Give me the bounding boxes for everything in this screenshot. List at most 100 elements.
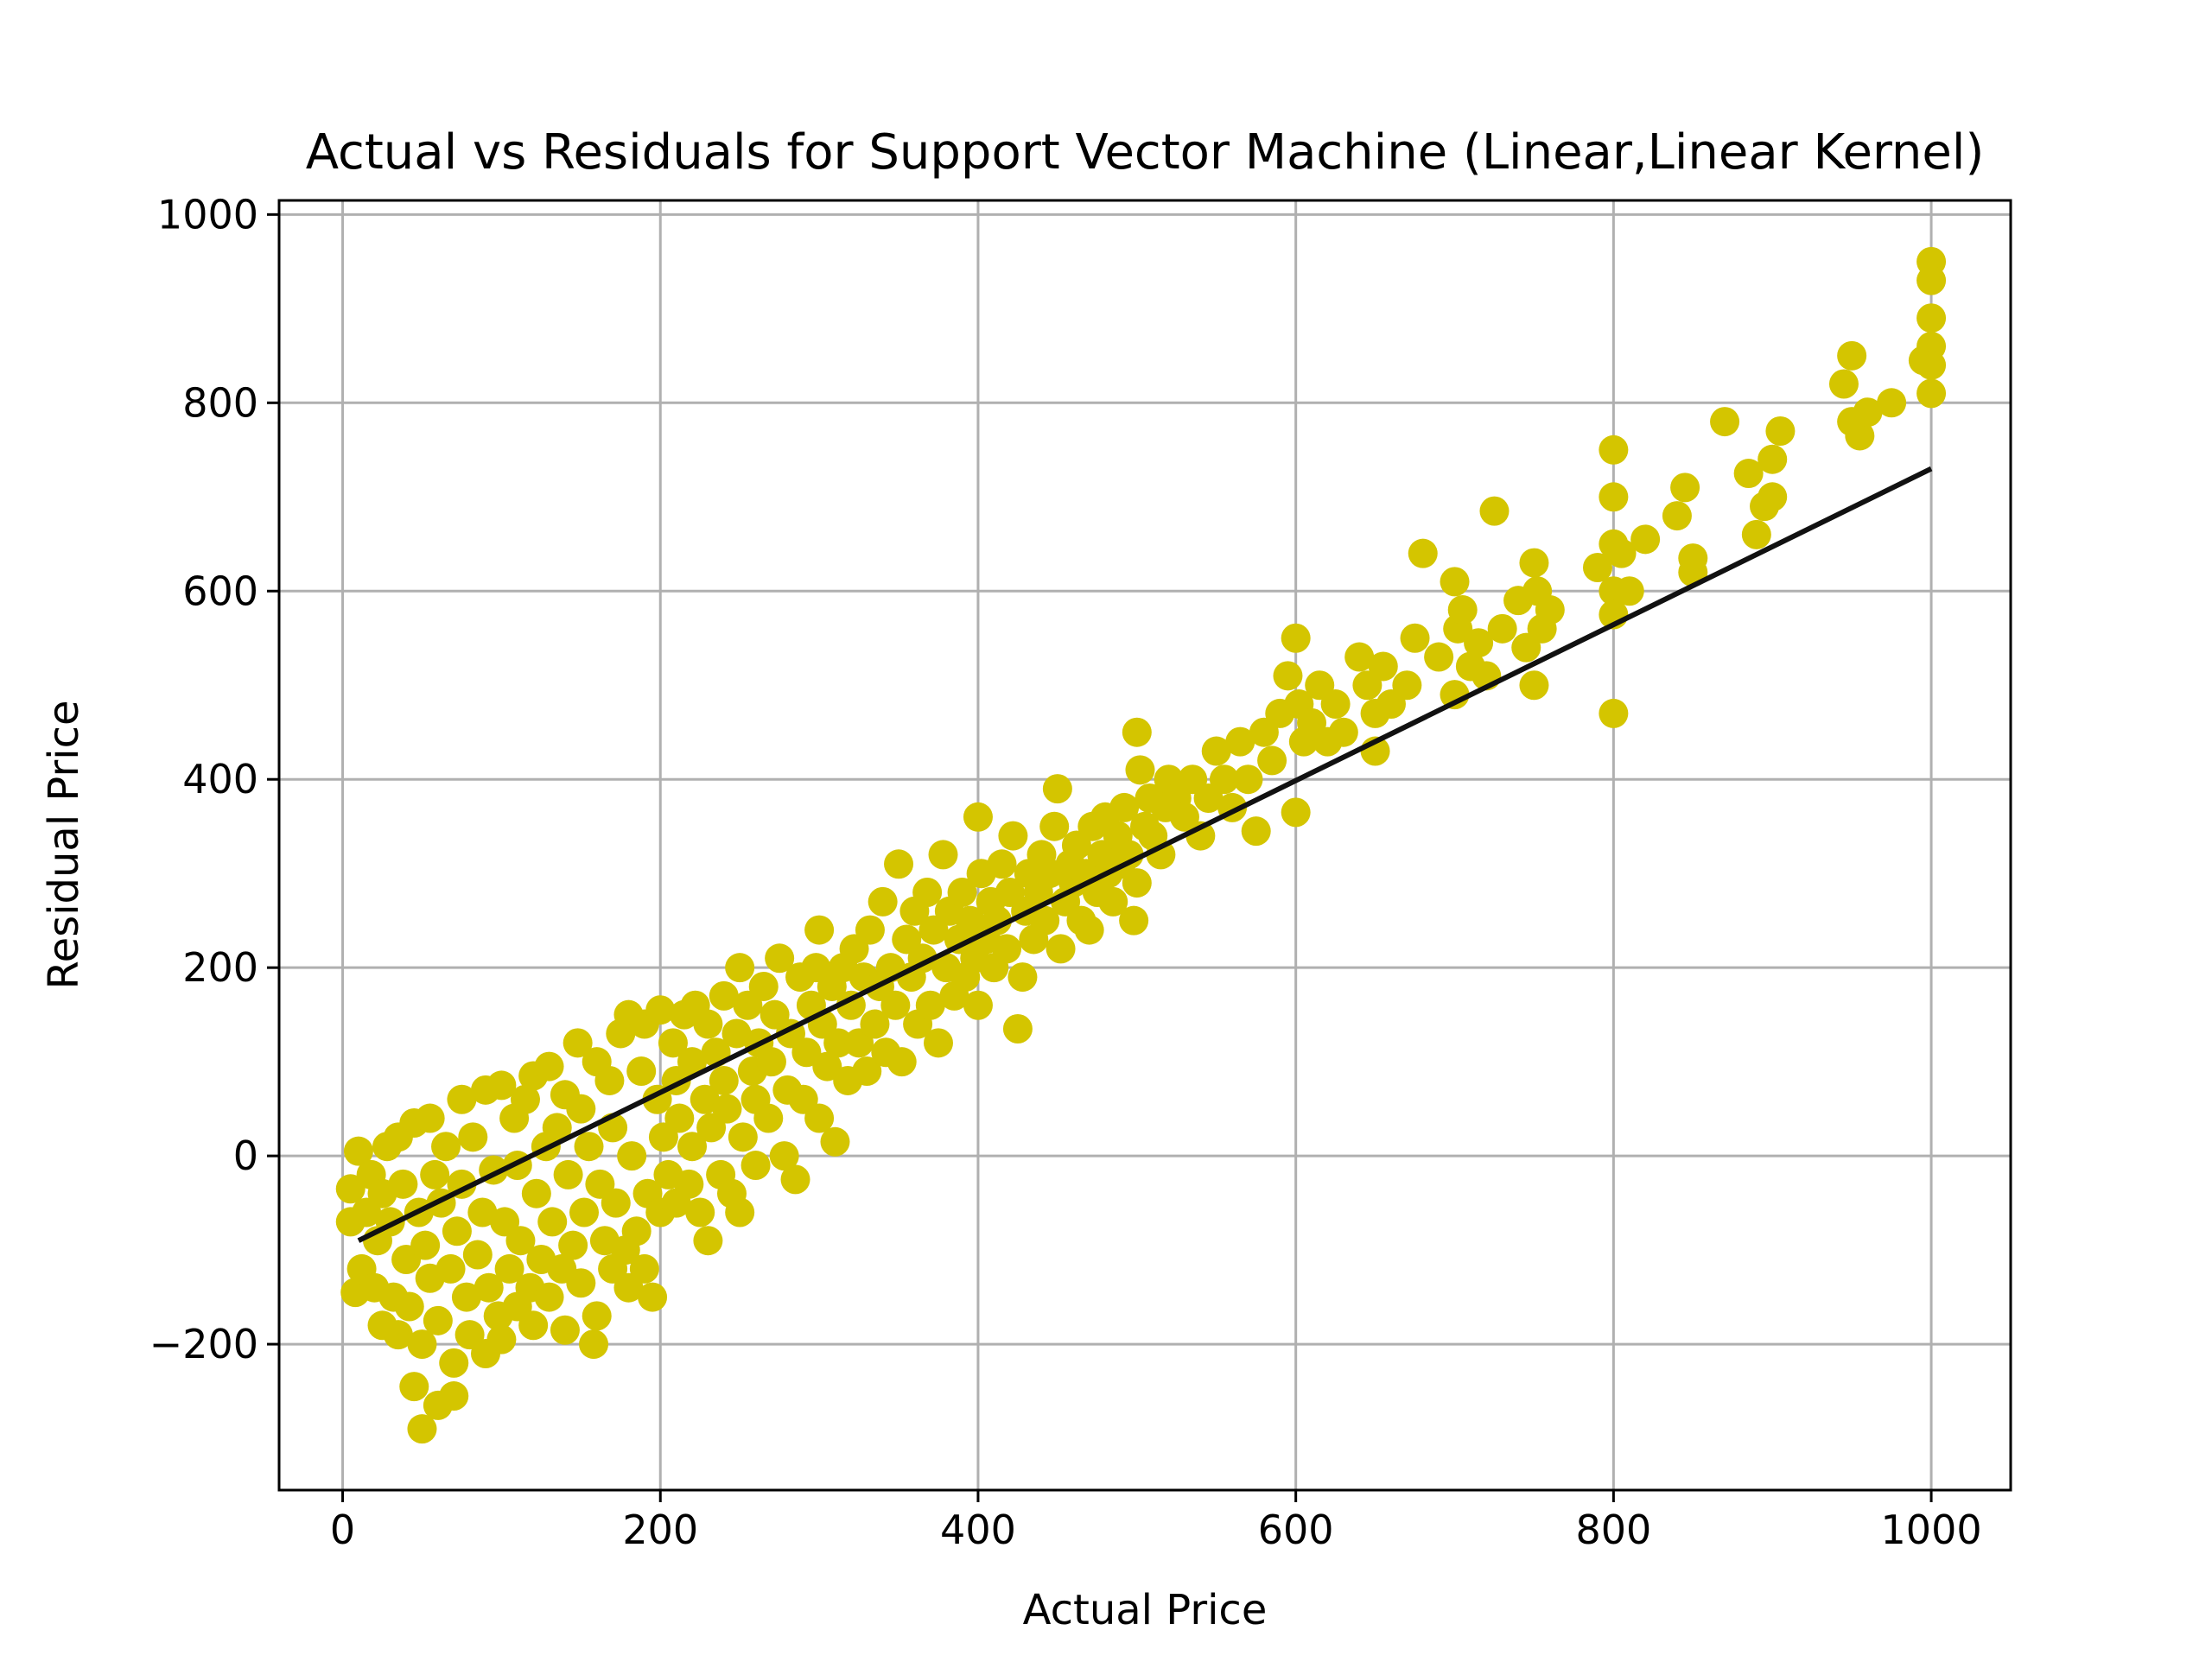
data-point (765, 943, 795, 974)
data-point (912, 877, 943, 907)
x-tick-label: 1000 (1881, 1507, 1982, 1553)
data-point (1114, 840, 1144, 870)
data-point (756, 1047, 786, 1077)
data-point (1030, 905, 1060, 936)
data-point (677, 1132, 708, 1162)
data-point (709, 980, 739, 1011)
data-points (335, 246, 1947, 1444)
data-point (1710, 407, 1740, 437)
data-point (1837, 340, 1867, 371)
data-point (868, 886, 898, 917)
data-point (458, 1122, 488, 1152)
grid-lines (279, 200, 2011, 1490)
data-point (1599, 435, 1629, 465)
fit-line (357, 466, 1933, 1243)
y-axis-label: Residual Price (40, 700, 88, 989)
data-point (1125, 755, 1155, 785)
y-tick-label: 0 (233, 1132, 258, 1179)
data-point (1877, 388, 1907, 418)
data-point (467, 1197, 498, 1227)
data-point (574, 1132, 604, 1162)
y-tick-label: −200 (149, 1321, 258, 1367)
y-tick-label: 400 (182, 756, 258, 802)
data-point (1758, 482, 1788, 512)
data-point (855, 915, 885, 945)
x-tick-label: 0 (330, 1507, 355, 1553)
data-point (712, 1094, 742, 1124)
data-point (1828, 369, 1859, 399)
data-point (1599, 482, 1629, 512)
data-point (1916, 378, 1947, 409)
data-point (451, 1282, 481, 1312)
data-point (1146, 840, 1176, 870)
data-point (582, 1301, 612, 1331)
data-point (1853, 397, 1883, 428)
data-point (685, 1197, 715, 1227)
data-point (1916, 350, 1947, 380)
data-point (420, 1159, 450, 1189)
data-point (1042, 774, 1072, 804)
data-point (1344, 642, 1375, 672)
data-point (728, 1122, 758, 1152)
data-point (1582, 553, 1612, 583)
data-point (1535, 595, 1565, 625)
data-point (1916, 303, 1947, 333)
data-point (1109, 792, 1140, 822)
data-point (1281, 797, 1311, 828)
data-point (439, 1381, 469, 1411)
data-point (690, 1084, 720, 1114)
data-point (741, 1151, 771, 1181)
data-point (442, 1216, 472, 1246)
data-point (1225, 726, 1255, 757)
data-point (435, 1253, 466, 1284)
y-tick-label: 800 (182, 379, 258, 426)
data-point (521, 1178, 551, 1208)
data-point (388, 1169, 418, 1199)
data-point (1765, 416, 1796, 446)
data-point (431, 1132, 461, 1162)
data-point (617, 1141, 647, 1171)
data-point (1464, 628, 1494, 658)
data-point (658, 1028, 688, 1058)
data-point (1400, 623, 1430, 653)
data-point (621, 1216, 652, 1246)
data-point (1039, 811, 1070, 841)
data-point (534, 1282, 564, 1312)
data-point (748, 971, 779, 1001)
data-point (486, 1324, 517, 1354)
data-point (1209, 764, 1239, 795)
data-point (558, 1230, 588, 1260)
data-point (1368, 651, 1398, 682)
data-point (553, 1159, 583, 1189)
data-point (1447, 595, 1478, 625)
data-point (923, 1028, 953, 1058)
x-axis-ticks: 0 200 400 600 800 1000 (330, 1490, 1982, 1553)
data-point (343, 1136, 373, 1166)
data-point (963, 802, 993, 832)
data-point (518, 1310, 549, 1341)
data-point (804, 1103, 835, 1133)
data-point (1002, 1014, 1033, 1044)
data-point (1074, 915, 1104, 945)
data-point (947, 877, 977, 907)
y-tick-label: 1000 (157, 191, 258, 238)
data-point (563, 1028, 593, 1058)
data-point (1241, 816, 1271, 847)
data-point (1758, 444, 1788, 474)
data-point (407, 1329, 437, 1360)
data-point (534, 1051, 564, 1082)
data-point (1257, 745, 1287, 776)
data-point (804, 915, 835, 945)
data-point (1614, 576, 1644, 606)
data-point (1741, 519, 1771, 549)
fit-line-layer (357, 466, 1933, 1243)
data-point (1328, 717, 1358, 747)
data-point (410, 1230, 441, 1260)
data-point (394, 1291, 424, 1322)
y-tick-label: 600 (182, 568, 258, 614)
data-point (998, 821, 1028, 851)
data-point (1440, 680, 1470, 710)
data-point (594, 1065, 625, 1095)
data-point (566, 1094, 596, 1124)
